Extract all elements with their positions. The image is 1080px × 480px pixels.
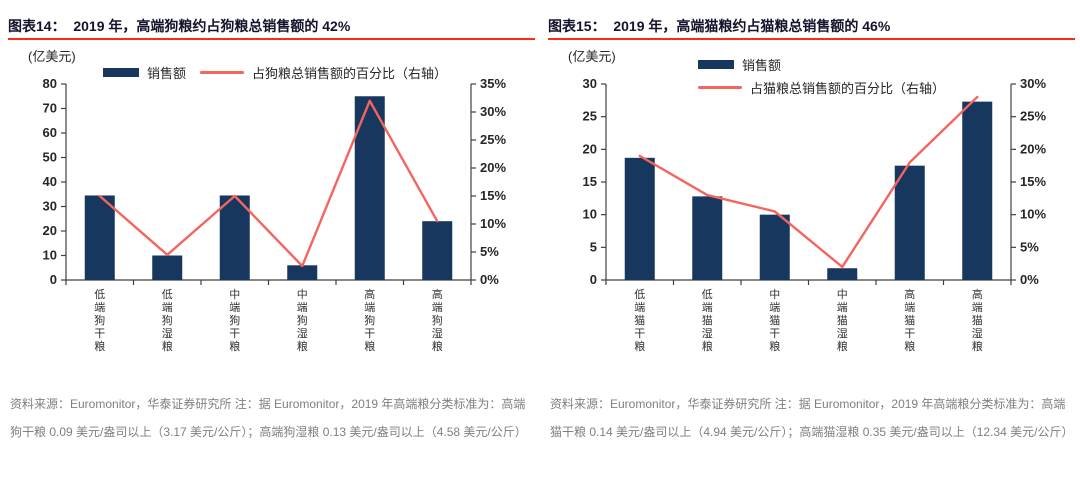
category-label: 中端狗湿粮 xyxy=(297,288,308,353)
left-axis-tick-label: 15 xyxy=(583,174,597,189)
bar xyxy=(287,265,318,280)
trend-line xyxy=(638,95,979,269)
chart-card-cat-food: 图表15： 2019 年，高端猫粮约占猫粮总销售额的 46% (亿美元) 销售额… xyxy=(548,10,1075,475)
trend-line xyxy=(98,99,439,268)
right-axis-tick-label: 15% xyxy=(1020,174,1046,189)
legend: 销售额 占猫粮总销售额的百分比（右轴） xyxy=(698,54,945,97)
right-axis-tick-label: 25% xyxy=(480,132,506,147)
left-axis-tick-label: 30 xyxy=(583,76,597,91)
left-axis: 0 10 20 30 40 50 60 70 80 xyxy=(43,76,67,287)
cat-food-chart-plot: 0 5 10 15 20 25 30 0% 5% 10% 15% 20% 25% 30% 低端猫干粮 低端猫湿… xyxy=(548,64,1075,382)
legend-item-sales: 销售额 xyxy=(103,62,186,82)
sales-bars xyxy=(84,96,453,280)
legend-label-percentage: 占狗粮总销售额的百分比（右轴） xyxy=(252,65,448,81)
left-axis-tick-label: 0 xyxy=(50,272,57,287)
legend-label-percentage: 占猫粮总销售额的百分比（右轴） xyxy=(750,80,946,96)
chart-card-dog-food: 图表14： 2019 年，高端狗粮约占狗粮总销售额的 42% (亿美元) 销售额… xyxy=(8,10,535,475)
category-label: 高端猫干粮 xyxy=(904,287,915,353)
left-axis-unit-label: (亿美元) xyxy=(28,49,76,64)
legend-item-percentage: 占狗粮总销售额的百分比（右轴） xyxy=(200,62,447,82)
right-axis-tick-label: 30% xyxy=(480,104,506,119)
right-axis-tick-label: 15% xyxy=(480,188,506,203)
sales-bars xyxy=(624,101,993,280)
category-label: 中端狗干粮 xyxy=(229,288,240,353)
left-axis-tick-label: 5 xyxy=(590,239,597,254)
left-axis-tick-label: 70 xyxy=(43,101,57,116)
right-axis-tick-label: 5% xyxy=(1020,239,1039,254)
chart-title: 图表14： 2019 年，高端狗粮约占狗粮总销售额的 42% xyxy=(8,18,351,34)
right-axis: 0% 5% 10% 15% 20% 25% 30% 35% xyxy=(470,76,506,287)
line-swatch-icon xyxy=(698,85,742,89)
category-label: 高端狗干粮 xyxy=(364,287,375,353)
right-axis-tick-label: 0% xyxy=(1020,272,1039,287)
category-label: 中端猫干粮 xyxy=(769,288,780,353)
legend-item-percentage: 占猫粮总销售额的百分比（右轴） xyxy=(698,77,945,97)
category-label: 中端猫湿粮 xyxy=(837,288,848,353)
bar-swatch-icon xyxy=(698,59,734,69)
left-axis: 0 5 10 15 20 25 30 xyxy=(583,76,607,287)
bar xyxy=(624,157,655,280)
legend: 销售额 占狗粮总销售额的百分比（右轴） xyxy=(103,62,447,82)
left-axis-tick-label: 40 xyxy=(43,174,57,189)
x-axis xyxy=(65,279,472,285)
category-label: 高端猫湿粮 xyxy=(972,287,983,353)
left-axis-tick-label: 50 xyxy=(43,150,57,165)
category-label: 低端猫湿粮 xyxy=(702,288,713,353)
left-axis-tick-label: 20 xyxy=(43,223,57,238)
category-label: 低端猫干粮 xyxy=(634,288,645,353)
chart-canvas: 0 5 10 15 20 25 30 0% 5% 10% 15% 20% 25% 30% 低端猫干粮 低端猫湿… xyxy=(583,76,1047,353)
right-axis-tick-label: 10% xyxy=(1020,207,1046,222)
left-axis-tick-label: 0 xyxy=(590,272,597,287)
left-axis-tick-label: 25 xyxy=(583,109,597,124)
left-axis-tick-label: 60 xyxy=(43,125,57,140)
chart-canvas: 0 10 20 30 40 50 60 70 80 0% 5% 10% 15% 20% 25% 30% 35% 低… xyxy=(43,76,507,353)
category-label: 高端狗湿粮 xyxy=(432,287,443,353)
left-axis-tick-label: 80 xyxy=(43,76,57,91)
title-underline xyxy=(8,38,535,40)
left-axis-unit-label: (亿美元) xyxy=(568,49,616,64)
left-axis-tick-label: 10 xyxy=(43,248,57,263)
category-label: 低端狗湿粮 xyxy=(162,288,173,353)
source-note: 资料来源：Euromonitor，华泰证券研究所 注：据 Euromonitor… xyxy=(550,397,1074,439)
category-labels: 低端猫干粮 低端猫湿粮 中端猫干粮 中端猫湿粮 高端猫干粮 高端猫湿粮 xyxy=(634,287,983,353)
right-axis-tick-label: 0% xyxy=(480,272,499,287)
bar xyxy=(962,101,993,280)
right-axis-tick-label: 25% xyxy=(1020,109,1046,124)
category-label: 低端狗干粮 xyxy=(94,288,105,353)
bar xyxy=(759,214,790,280)
dog-food-chart-plot: 0 10 20 30 40 50 60 70 80 0% 5% 10% 15% 20% 25% 30% 35% 低… xyxy=(8,64,535,382)
bar xyxy=(84,195,115,280)
source-note: 资料来源：Euromonitor，华泰证券研究所 注：据 Euromonitor… xyxy=(10,397,527,439)
bar-swatch-icon xyxy=(103,67,139,77)
legend-label-sales: 销售额 xyxy=(742,57,782,73)
left-axis-tick-label: 20 xyxy=(583,141,597,156)
title-underline xyxy=(548,38,1075,40)
left-axis-tick-label: 30 xyxy=(43,199,57,214)
x-axis xyxy=(605,279,1012,285)
bar xyxy=(894,165,925,280)
right-axis-tick-label: 20% xyxy=(1020,141,1046,156)
line-swatch-icon xyxy=(200,70,245,74)
bar xyxy=(692,196,723,280)
bar xyxy=(219,195,250,280)
right-axis-tick-label: 10% xyxy=(480,216,506,231)
right-axis-tick-label: 30% xyxy=(1020,76,1046,91)
chart-title: 图表15： 2019 年，高端猫粮约占猫粮总销售额的 46% xyxy=(548,18,891,34)
right-axis: 0% 5% 10% 15% 20% 25% 30% xyxy=(1010,76,1046,287)
legend-item-sales: 销售额 xyxy=(698,54,781,74)
bar xyxy=(152,255,183,280)
legend-label-sales: 销售额 xyxy=(147,65,187,81)
bar xyxy=(827,268,858,280)
bar xyxy=(422,221,453,280)
right-axis-tick-label: 35% xyxy=(480,76,506,91)
right-axis-tick-label: 5% xyxy=(480,244,499,259)
right-axis-tick-label: 20% xyxy=(480,160,506,175)
left-axis-tick-label: 10 xyxy=(583,207,597,222)
category-labels: 低端狗干粮 低端狗湿粮 中端狗干粮 中端狗湿粮 高端狗干粮 高端狗湿粮 xyxy=(94,287,443,353)
